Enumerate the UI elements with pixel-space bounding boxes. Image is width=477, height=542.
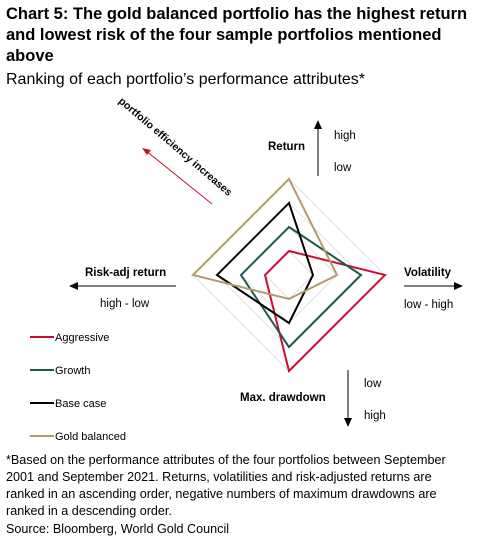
return-scale-low: low	[334, 162, 352, 174]
series-aggressive	[263, 249, 387, 373]
return-scale-arrowhead	[314, 120, 322, 129]
radar-chart: portfolio efficiency increases Return hi…	[30, 95, 463, 443]
legend-label: Growth	[55, 365, 90, 377]
radar-grid-ring	[264, 250, 314, 300]
footnote: *Based on the performance attributes of …	[6, 453, 446, 518]
volatility-scale-hint: low - high	[404, 299, 453, 311]
efficiency-arrowhead	[142, 148, 151, 155]
efficiency-annotation: portfolio efficiency increases	[116, 95, 234, 199]
axis-label-volatility: Volatility	[404, 267, 452, 279]
legend-label: Gold balanced	[55, 431, 126, 443]
axis-label-return: Return	[268, 141, 305, 153]
radar-grid-ring	[216, 202, 362, 348]
radar-grid	[192, 178, 386, 372]
chart-legend: Aggressive Growth Base case Gold balanced	[30, 332, 126, 443]
drawdown-scale-high: high	[364, 410, 386, 422]
return-scale-high: high	[334, 130, 356, 142]
source-note: Source: Bloomberg, World Gold Council	[6, 522, 230, 536]
radar-grid-ring	[240, 226, 338, 324]
series-gold-balanced	[191, 177, 339, 301]
volatility-scale-arrowhead	[454, 282, 463, 290]
legend-label: Base case	[55, 398, 106, 410]
radar-series	[191, 177, 387, 373]
axis-label-risk-adj-return: Risk-adj return	[85, 267, 166, 279]
chart-title: Chart 5: The gold balanced portfolio has…	[6, 5, 468, 65]
riskadj-scale-arrowhead	[69, 282, 78, 290]
drawdown-scale-arrowhead	[344, 418, 352, 427]
drawdown-scale-low: low	[364, 378, 382, 390]
efficiency-arrow	[144, 149, 213, 205]
riskadj-scale-hint: high - low	[100, 298, 150, 310]
series-base-case	[215, 201, 315, 325]
radar-grid-ring	[192, 178, 386, 372]
chart-subtitle: Ranking of each portfolio’s performance …	[6, 71, 366, 88]
series-growth	[239, 225, 363, 349]
legend-label: Aggressive	[55, 332, 109, 344]
axis-label-max-drawdown: Max. drawdown	[240, 392, 326, 404]
